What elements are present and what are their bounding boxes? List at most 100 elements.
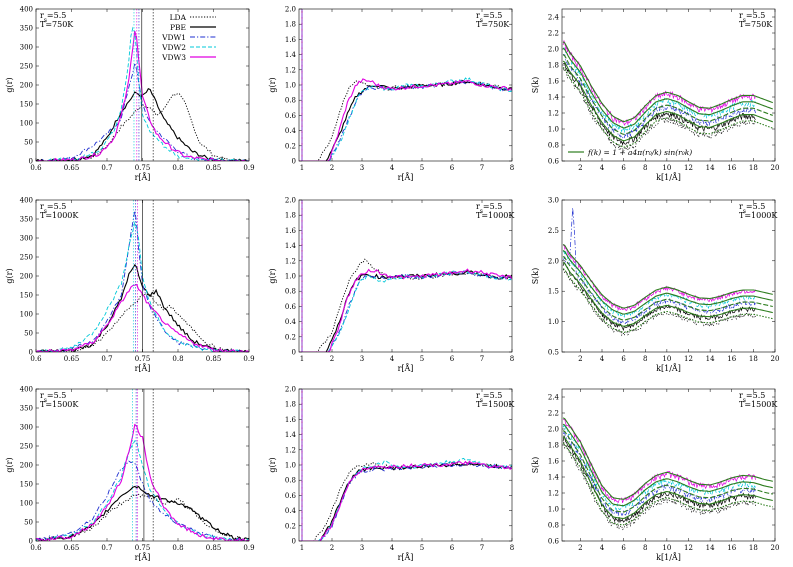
y-tick-label: 1.8 — [285, 212, 296, 220]
sk-fit-curve — [562, 243, 773, 309]
y-tick-label: 250 — [20, 254, 33, 262]
y-tick-label: 0.4 — [285, 127, 297, 135]
series-vdw2 — [299, 77, 512, 161]
sk-series-vdw2 — [562, 423, 756, 511]
series-pbe — [36, 87, 249, 161]
plot-frame — [561, 388, 776, 542]
series-pbe — [36, 485, 249, 541]
annotation-temperature: T=1500K — [739, 400, 778, 409]
legend-label-vdw1: VDW1 — [161, 33, 186, 42]
annotation-rs: rs=5.5 — [40, 391, 66, 404]
y-tick-label: 0.5 — [548, 349, 559, 357]
sk-series-lda — [562, 269, 756, 337]
series-vdw3 — [299, 460, 512, 541]
x-tick-label: 0.9 — [243, 544, 254, 552]
series-lda — [36, 493, 249, 541]
legend-label-vdw3: VDW3 — [161, 53, 186, 62]
x-axis-label: r[Å] — [398, 173, 414, 182]
x-tick-label: 4 — [390, 355, 395, 363]
x-tick-label: 8 — [510, 544, 514, 552]
y-tick-label: 1.2 — [285, 257, 296, 265]
y-tick-label: 0.6 — [285, 303, 297, 311]
y-tick-label: 2.0 — [285, 6, 296, 14]
annotation-rs: rs=5.5 — [739, 202, 765, 215]
y-tick-label: 300 — [20, 424, 33, 432]
y-tick-label: 50 — [24, 330, 33, 338]
x-tick-label: 0.8 — [172, 355, 183, 363]
x-tick-label: 0.75 — [135, 355, 151, 363]
plot-frame — [35, 199, 250, 353]
y-tick-label: 300 — [20, 44, 33, 52]
y-tick-label: 350 — [20, 405, 33, 413]
y-tick-label: 1.5 — [548, 288, 559, 296]
x-tick-label: 18 — [749, 355, 758, 363]
panel-1-1: 0.6 0.65 0.7 0.75 0.8 0.85 0.9 0 50 100 150 200 250 3… — [5, 6, 255, 183]
y-tick-label: 1.2 — [548, 490, 559, 498]
sk-fit-curve — [562, 60, 773, 142]
x-tick-label: 0.65 — [64, 544, 80, 552]
x-tick-label: 20 — [771, 355, 780, 363]
series-vdw2 — [36, 440, 249, 541]
series-vdw1 — [299, 80, 512, 161]
legend-label-vdw2: VDW2 — [161, 43, 186, 52]
y-axis-label: g(r) — [268, 457, 277, 472]
y-tick-label: 0 — [292, 538, 296, 546]
panel-2-1: 0.6 0.65 0.7 0.75 0.8 0.85 0.9 0 50 100 150 200 250 3… — [5, 197, 255, 374]
y-axis-label: g(r) — [5, 268, 14, 283]
y-tick-label: 2.4 — [548, 14, 560, 22]
x-tick-label: 0.7 — [101, 164, 112, 172]
sk-series-vdw1 — [562, 53, 756, 140]
series-vdw1 — [299, 270, 512, 352]
series-pbe — [299, 462, 512, 541]
x-axis-label: r[Å] — [135, 364, 151, 373]
sk-fit-curve — [562, 66, 773, 148]
x-tick-label: 0.65 — [64, 355, 80, 363]
annotation-rs: rs=5.5 — [40, 11, 66, 24]
annotation-temperature: T=750K — [476, 20, 510, 29]
legend-label-lda: LDA — [170, 13, 187, 22]
y-tick-label: 400 — [20, 386, 33, 394]
y-tick-label: 150 — [20, 481, 33, 489]
sk-fit-curve — [562, 256, 773, 321]
annotation-rs: rs=5.5 — [739, 11, 765, 24]
y-tick-label: 0.6 — [285, 492, 297, 500]
x-tick-label: 1 — [300, 544, 304, 552]
y-tick-label: 100 — [20, 500, 33, 508]
x-tick-label: 5 — [420, 355, 424, 363]
x-tick-label: 12 — [684, 355, 693, 363]
y-tick-label: 400 — [20, 197, 33, 205]
x-tick-label: 5 — [420, 544, 424, 552]
y-tick-label: 50 — [24, 519, 33, 527]
plot-area — [299, 9, 512, 161]
x-tick-label: 16 — [727, 544, 736, 552]
x-tick-label: 8 — [643, 164, 647, 172]
x-tick-label: 7 — [480, 544, 484, 552]
sk-fit-curve — [562, 436, 773, 519]
y-tick-label: 0 — [29, 349, 33, 357]
x-tick-label: 0.9 — [243, 355, 254, 363]
y-tick-label: 0.2 — [285, 522, 296, 530]
y-tick-label: 0.2 — [285, 142, 296, 150]
y-tick-label: 1.6 — [548, 458, 560, 466]
series-lda — [299, 258, 512, 352]
series-lda — [36, 93, 249, 161]
y-tick-label: 0.6 — [548, 538, 560, 546]
y-tick-label: 1.0 — [548, 126, 559, 134]
plot-frame — [298, 8, 513, 162]
x-tick-label: 0.85 — [206, 164, 222, 172]
plot-area — [36, 200, 249, 352]
plot-frame — [561, 199, 776, 353]
sk-fit-curve — [562, 423, 773, 507]
y-tick-label: 0.8 — [548, 142, 559, 150]
panel-3-3: 2 4 6 8 10 12 14 16 18 20 0.6 0.8 1.0 1.2 1.4 1.6 1.8 2.0… — [531, 388, 779, 562]
y-tick-label: 1.4 — [285, 51, 297, 59]
series-lda — [299, 460, 512, 541]
y-tick-label: 1.0 — [285, 273, 296, 281]
series-lda — [299, 80, 512, 161]
y-tick-label: 1.6 — [285, 416, 297, 424]
x-tick-label: 5 — [420, 164, 424, 172]
x-tick-label: 6 — [621, 164, 626, 172]
y-tick-label: 1.8 — [285, 401, 296, 409]
y-tick-label: 150 — [20, 101, 33, 109]
y-tick-label: 2.2 — [548, 30, 559, 38]
